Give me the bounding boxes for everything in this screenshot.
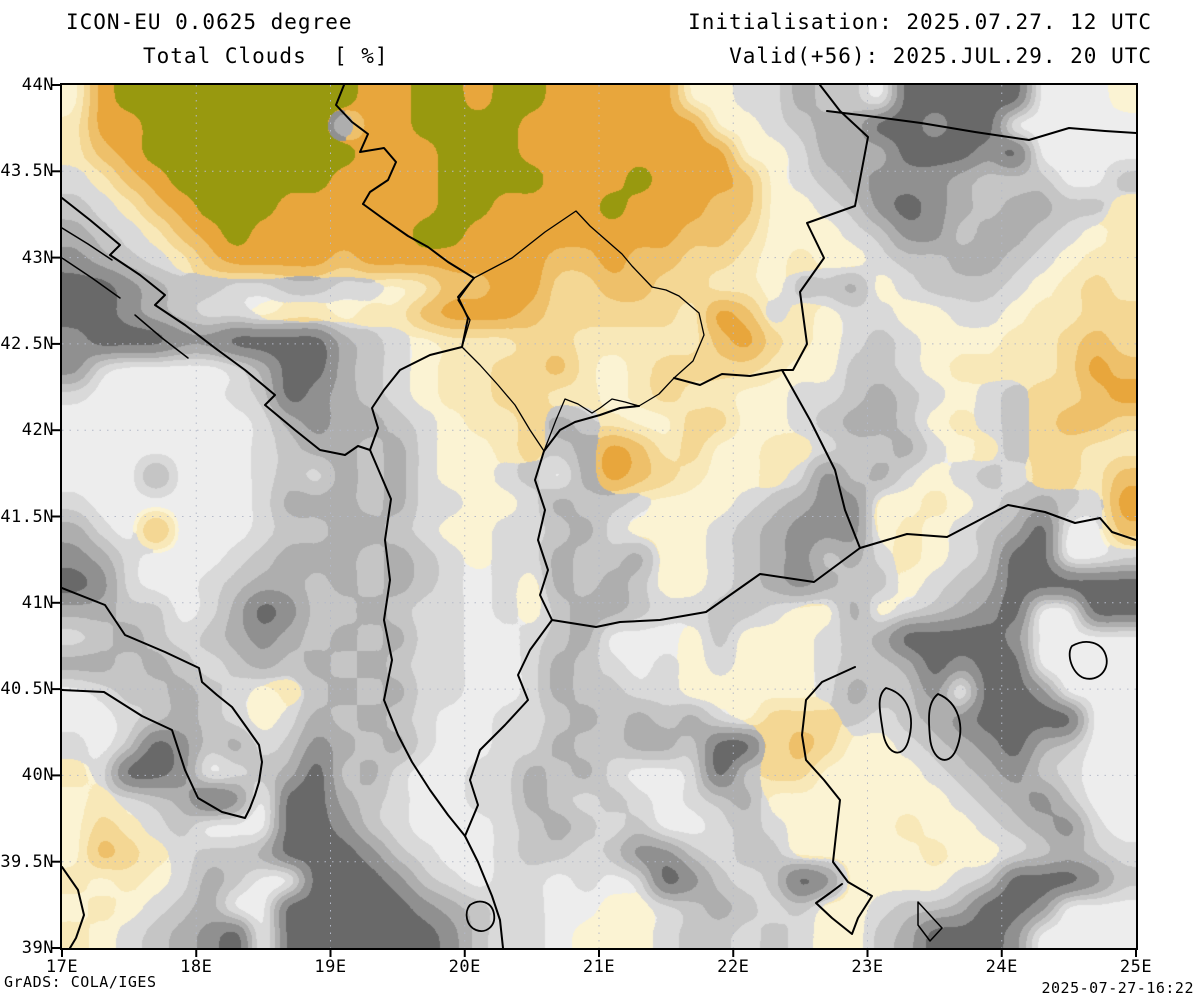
border-serbia-montenegro bbox=[362, 203, 475, 279]
coast-italy-puglia bbox=[62, 587, 263, 819]
y-axis-label-40N: 40N bbox=[21, 765, 54, 786]
islands-croatia-3 bbox=[134, 314, 189, 359]
coast-dalmatia bbox=[62, 197, 371, 456]
map-overlay-svg bbox=[62, 85, 1136, 948]
valid-time: Valid(+56): 2025.JUL.29. 20 UTC bbox=[729, 44, 1152, 68]
y-axis-label-42.5N: 42.5N bbox=[0, 333, 54, 354]
y-axis-label-39N: 39N bbox=[21, 938, 54, 958]
x-axis-label-23E: 23E bbox=[851, 957, 884, 977]
border-montenegro-albania bbox=[369, 346, 463, 451]
island-corfu bbox=[465, 900, 496, 932]
y-axis-label-39.5N: 39.5N bbox=[0, 851, 54, 872]
y-axis-label-44N: 44N bbox=[21, 75, 54, 95]
map-frame bbox=[60, 83, 1138, 950]
border-serbia-macedonia bbox=[673, 369, 783, 386]
x-axis-label-17E: 17E bbox=[45, 957, 79, 977]
border-greece-macedonia bbox=[551, 547, 861, 628]
border-serbia-bulgaria bbox=[781, 85, 869, 371]
border-bosnia-serbia-drina bbox=[335, 85, 397, 205]
grads-credit: GrADS: COLA/IGES bbox=[4, 973, 157, 991]
islands-croatia-2 bbox=[62, 257, 121, 299]
y-axis-label-41N: 41N bbox=[21, 592, 54, 613]
islands-croatia-1 bbox=[62, 227, 113, 261]
generation-timestamp: 2025-07-27-16:22 bbox=[1041, 979, 1194, 997]
border-albania-macedonia bbox=[534, 450, 553, 621]
y-axis-label-40.5N: 40.5N bbox=[0, 679, 54, 700]
x-axis-label-24E: 24E bbox=[985, 957, 1018, 977]
coast-calabria bbox=[62, 866, 85, 948]
border-kosovo-macedonia bbox=[543, 405, 640, 452]
y-axis-label-42N: 42N bbox=[21, 420, 54, 441]
x-axis-label-18E: 18E bbox=[180, 957, 213, 977]
coast-chalkidiki-1 bbox=[878, 687, 912, 754]
coast-albania bbox=[369, 449, 504, 948]
outline-kosovo bbox=[457, 210, 705, 452]
x-axis-label-19E: 19E bbox=[314, 957, 347, 977]
coast-chalkidiki-2 bbox=[928, 693, 962, 761]
y-axis-label-41.5N: 41.5N bbox=[0, 506, 54, 527]
y-axis-label-43N: 43N bbox=[21, 247, 54, 268]
x-axis-label-25E: 25E bbox=[1119, 957, 1153, 977]
variable-title: Total Clouds [ %] bbox=[143, 44, 389, 68]
border-macedonia-bulgaria bbox=[781, 369, 861, 549]
y-axis-label-43.5N: 43.5N bbox=[0, 161, 54, 182]
border-danube-romania bbox=[826, 110, 1136, 141]
island-thasos bbox=[1068, 641, 1108, 680]
coast-volos-fragment bbox=[917, 901, 943, 942]
x-axis-label-22E: 22E bbox=[717, 957, 750, 977]
initialisation-time: Initialisation: 2025.07.27. 12 UTC bbox=[688, 10, 1152, 34]
model-title: ICON-EU 0.0625 degree bbox=[66, 10, 353, 34]
coast-greece-aegean bbox=[801, 666, 873, 935]
border-greece-bulgaria bbox=[859, 504, 1136, 549]
border-greece-albania bbox=[464, 619, 553, 837]
x-axis-label-21E: 21E bbox=[582, 957, 616, 977]
x-axis-label-20E: 20E bbox=[448, 957, 481, 977]
